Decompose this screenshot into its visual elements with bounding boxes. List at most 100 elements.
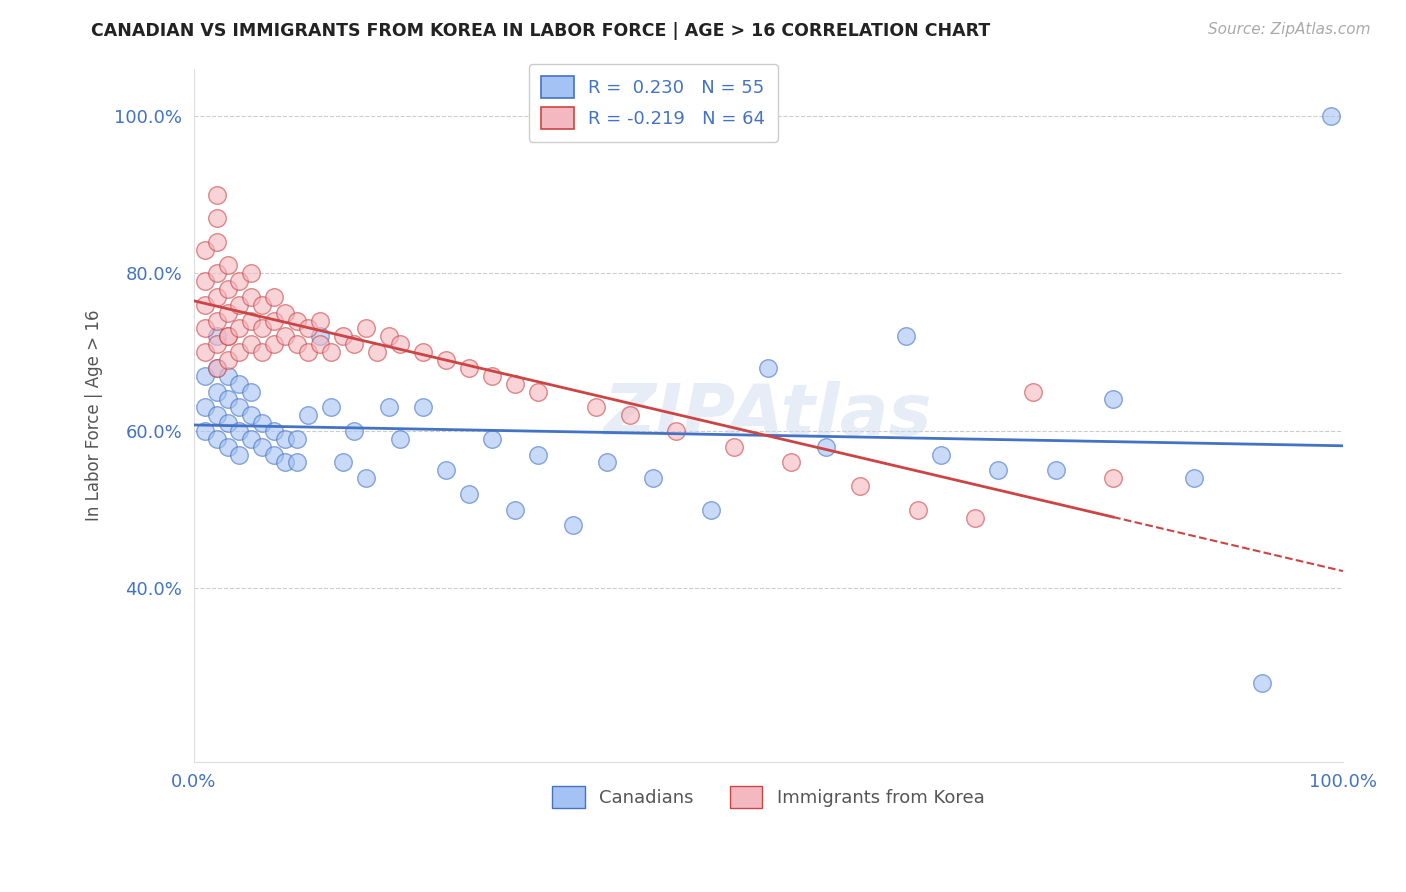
Point: [389, 432, 412, 446]
Point: [274, 329, 297, 343]
Point: [1021, 384, 1043, 399]
Point: [228, 448, 250, 462]
Point: [1182, 471, 1205, 485]
Point: [723, 440, 745, 454]
Point: [240, 337, 263, 351]
Point: [596, 455, 619, 469]
Point: [297, 321, 319, 335]
Point: [987, 463, 1010, 477]
Point: [228, 424, 250, 438]
Point: [205, 235, 228, 249]
Point: [194, 321, 217, 335]
Point: [217, 416, 239, 430]
Point: [228, 376, 250, 391]
Point: [205, 408, 228, 422]
Point: [643, 471, 665, 485]
Point: [217, 306, 239, 320]
Point: [217, 440, 239, 454]
Point: [297, 408, 319, 422]
Point: [217, 329, 239, 343]
Point: [205, 360, 228, 375]
Point: [252, 345, 274, 359]
Point: [366, 345, 388, 359]
Point: [240, 384, 263, 399]
Point: [378, 329, 401, 343]
Point: [505, 376, 527, 391]
Point: [505, 502, 527, 516]
Point: [194, 424, 217, 438]
Point: [205, 360, 228, 375]
Point: [309, 329, 332, 343]
Point: [228, 274, 250, 288]
Point: [217, 368, 239, 383]
Point: [378, 401, 401, 415]
Point: [252, 298, 274, 312]
Point: [274, 455, 297, 469]
Point: [665, 424, 688, 438]
Point: [217, 392, 239, 407]
Point: [965, 510, 987, 524]
Point: [297, 345, 319, 359]
Point: [343, 424, 366, 438]
Point: [228, 401, 250, 415]
Point: [849, 479, 872, 493]
Point: [205, 290, 228, 304]
Point: [205, 313, 228, 327]
Point: [228, 321, 250, 335]
Point: [228, 345, 250, 359]
Point: [285, 455, 308, 469]
Point: [1102, 471, 1125, 485]
Point: [458, 487, 481, 501]
Point: [205, 211, 228, 226]
Point: [285, 432, 308, 446]
Text: ZIPAtlas: ZIPAtlas: [605, 381, 932, 450]
Point: [907, 502, 929, 516]
Point: [240, 290, 263, 304]
Point: [412, 401, 434, 415]
Point: [263, 290, 285, 304]
Point: [263, 313, 285, 327]
Point: [205, 187, 228, 202]
Point: [240, 408, 263, 422]
Point: [309, 337, 332, 351]
Text: CANADIAN VS IMMIGRANTS FROM KOREA IN LABOR FORCE | AGE > 16 CORRELATION CHART: CANADIAN VS IMMIGRANTS FROM KOREA IN LAB…: [91, 22, 991, 40]
Point: [343, 337, 366, 351]
Point: [194, 243, 217, 257]
Point: [252, 416, 274, 430]
Point: [217, 282, 239, 296]
Point: [252, 440, 274, 454]
Point: [780, 455, 803, 469]
Point: [321, 345, 343, 359]
Point: [354, 321, 377, 335]
Point: [412, 345, 434, 359]
Point: [527, 384, 550, 399]
Point: [240, 266, 263, 280]
Point: [205, 266, 228, 280]
Text: Source: ZipAtlas.com: Source: ZipAtlas.com: [1208, 22, 1371, 37]
Point: [194, 368, 217, 383]
Point: [194, 401, 217, 415]
Point: [332, 455, 354, 469]
Point: [585, 401, 607, 415]
Point: [274, 432, 297, 446]
Point: [1045, 463, 1067, 477]
Point: [1251, 676, 1274, 690]
Point: [263, 337, 285, 351]
Point: [1320, 109, 1343, 123]
Point: [217, 353, 239, 368]
Point: [434, 463, 457, 477]
Point: [194, 345, 217, 359]
Point: [756, 360, 779, 375]
Y-axis label: In Labor Force | Age > 16: In Labor Force | Age > 16: [86, 310, 103, 521]
Point: [285, 313, 308, 327]
Point: [240, 432, 263, 446]
Point: [205, 384, 228, 399]
Point: [389, 337, 412, 351]
Point: [527, 448, 550, 462]
Point: [619, 408, 641, 422]
Point: [263, 448, 285, 462]
Point: [240, 313, 263, 327]
Point: [894, 329, 917, 343]
Point: [434, 353, 457, 368]
Point: [217, 329, 239, 343]
